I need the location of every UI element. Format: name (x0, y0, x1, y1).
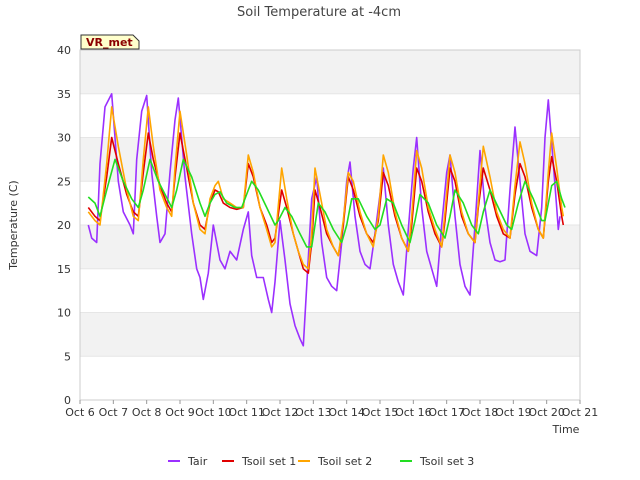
vr-met-badge: VR_met (80, 34, 140, 50)
x-tick-label: Oct 15 (362, 406, 399, 419)
legend-entry: Tsoil set 2 (317, 455, 372, 468)
grid-band (80, 356, 580, 400)
y-tick-label: 40 (57, 44, 71, 57)
y-axis-ticks: 0 5 10 15 20 25 30 35 40 (57, 44, 71, 407)
y-tick-label: 25 (57, 175, 71, 188)
grid-band (80, 137, 580, 182)
x-tick-label: Oct 13 (295, 406, 332, 419)
series-line-tsoil-set-3 (87, 158, 566, 248)
x-axis-label: Time (552, 423, 580, 436)
legend-entry: Tair (187, 455, 208, 468)
x-tick-label: Oct 10 (195, 406, 232, 419)
chart-title: Soil Temperature at -4cm (237, 5, 401, 20)
grid-bands (80, 49, 580, 401)
grid-band (80, 268, 580, 313)
plot-border (79, 49, 581, 401)
series-lines (87, 93, 566, 347)
grid-band (80, 225, 580, 269)
x-tick-label: Oct 12 (262, 406, 299, 419)
grid-band (80, 93, 580, 138)
x-tick-label: Oct 19 (495, 406, 532, 419)
y-tick-label: 30 (57, 132, 71, 145)
x-tick-label: Oct 21 (562, 406, 599, 419)
y-tick-label: 0 (64, 394, 71, 407)
y-tick-label: 35 (57, 88, 71, 101)
y-axis-label: Temperature (C) (7, 180, 20, 270)
x-tick-label: Oct 7 (99, 406, 129, 419)
x-tick-label: Oct 16 (395, 406, 432, 419)
x-tick-label: Oct 18 (462, 406, 499, 419)
x-tick-label: Oct 6 (65, 406, 95, 419)
y-tick-label: 10 (57, 307, 71, 320)
legend-entry: Tsoil set 1 (241, 455, 296, 468)
badge-shape (80, 34, 140, 50)
badge-label: VR_met (86, 36, 133, 49)
legend: Tair Tsoil set 1 Tsoil set 2 Tsoil set 3 (168, 455, 474, 468)
x-tick-label: Oct 14 (328, 406, 365, 419)
x-tick-label: Oct 8 (132, 406, 162, 419)
x-tick-label: Oct 11 (228, 406, 265, 419)
series-line-tsoil-set-2 (87, 106, 565, 270)
x-tick-label: Oct 9 (165, 406, 195, 419)
legend-entry: Tsoil set 3 (419, 455, 474, 468)
plot-area (79, 49, 581, 401)
y-tick-label: 20 (57, 219, 71, 232)
x-tick-label: Oct 20 (528, 406, 565, 419)
y-tick-label: 5 (64, 350, 71, 363)
y-tick-label: 15 (57, 263, 71, 276)
grid-band (80, 50, 580, 94)
grid-band (80, 312, 580, 357)
x-tick-label: Oct 17 (428, 406, 465, 419)
